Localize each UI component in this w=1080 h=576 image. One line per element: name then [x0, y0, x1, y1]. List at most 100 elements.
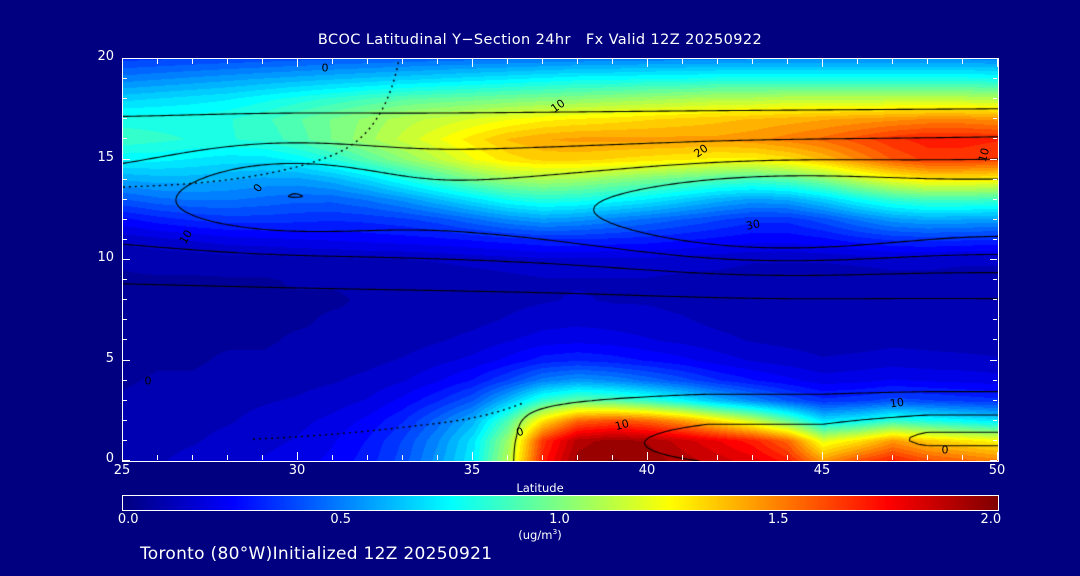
x-minor-tick — [682, 455, 683, 460]
x-minor-tick — [192, 455, 193, 460]
colorbar-unit-exponent: 3 — [552, 527, 558, 536]
y-tick-mark — [990, 359, 997, 361]
colorbar-tick-label: 2.0 — [980, 512, 1002, 527]
y-minor-tick — [993, 118, 997, 120]
y-minor-tick — [123, 319, 127, 321]
y-minor-tick — [993, 279, 997, 281]
figure-caption: Toronto (80°W)Initialized 12Z 20250921 — [140, 544, 493, 564]
x-minor-tick — [437, 455, 438, 460]
x-minor-tick — [892, 59, 893, 64]
x-tick-mark — [472, 59, 473, 67]
y-minor-tick — [993, 218, 997, 220]
x-minor-tick — [682, 59, 683, 64]
x-minor-tick — [507, 455, 508, 460]
y-minor-tick — [993, 78, 997, 80]
x-minor-tick — [857, 455, 858, 460]
y-minor-tick — [993, 178, 997, 180]
colorbar-unit: (ug/m3) — [0, 527, 1080, 542]
x-minor-tick — [402, 455, 403, 460]
x-minor-tick — [262, 455, 263, 460]
y-minor-tick — [123, 98, 127, 100]
x-tick-label: 45 — [813, 463, 831, 478]
colorbar-gradient — [123, 496, 998, 510]
y-tick-label: 5 — [105, 350, 114, 366]
x-minor-tick — [577, 59, 578, 64]
x-minor-tick — [367, 59, 368, 64]
y-minor-tick — [123, 279, 127, 281]
x-tick-mark — [122, 452, 123, 460]
x-minor-tick — [962, 59, 963, 64]
x-minor-tick — [437, 59, 438, 64]
x-tick-mark — [297, 452, 298, 460]
y-minor-tick — [123, 439, 127, 441]
y-minor-tick — [123, 118, 127, 120]
colorbar-tick-label: 0.5 — [330, 512, 352, 527]
y-tick-mark — [123, 58, 130, 59]
x-minor-tick — [367, 455, 368, 460]
y-minor-tick — [123, 299, 127, 301]
y-minor-tick — [123, 379, 127, 381]
x-minor-tick — [752, 59, 753, 64]
x-tick-mark — [647, 59, 648, 67]
y-minor-tick — [123, 138, 127, 140]
colorbar-tick-label: 0.0 — [117, 512, 139, 527]
x-minor-tick — [402, 59, 403, 64]
x-minor-tick — [227, 455, 228, 460]
x-tick-mark — [822, 59, 823, 67]
y-tick-label: 15 — [97, 149, 114, 165]
y-minor-tick — [993, 138, 997, 140]
y-tick-mark — [123, 158, 130, 160]
y-minor-tick — [993, 198, 997, 200]
x-minor-tick — [332, 59, 333, 64]
y-minor-tick — [993, 98, 997, 100]
y-minor-tick — [123, 78, 127, 80]
x-minor-tick — [542, 455, 543, 460]
x-minor-tick — [577, 455, 578, 460]
y-tick-mark — [990, 158, 997, 160]
y-minor-tick — [123, 339, 127, 341]
x-minor-tick — [542, 59, 543, 64]
x-tick-label: 25 — [113, 463, 131, 478]
x-tick-label: 30 — [288, 463, 306, 478]
x-minor-tick — [262, 59, 263, 64]
y-minor-tick — [123, 218, 127, 220]
y-minor-tick — [123, 178, 127, 180]
x-minor-tick — [507, 59, 508, 64]
y-minor-tick — [993, 399, 997, 401]
colorbar — [122, 495, 999, 511]
colorbar-unit-close: ) — [557, 527, 562, 542]
x-minor-tick — [857, 59, 858, 64]
x-minor-tick — [612, 59, 613, 64]
x-minor-tick — [927, 455, 928, 460]
y-tick-mark — [123, 460, 130, 461]
x-tick-label: 50 — [988, 463, 1006, 478]
colorbar-tick-label: 1.0 — [549, 512, 570, 527]
y-tick-label: 0 — [105, 451, 114, 466]
x-tick-mark — [122, 59, 123, 67]
colorbar-unit-base: (ug/m — [518, 527, 553, 542]
x-minor-tick — [612, 455, 613, 460]
y-tick-mark — [990, 460, 997, 461]
x-minor-tick — [332, 455, 333, 460]
y-minor-tick — [993, 419, 997, 421]
plot-area — [122, 58, 999, 462]
x-minor-tick — [787, 455, 788, 460]
x-minor-tick — [892, 455, 893, 460]
x-tick-mark — [997, 452, 998, 460]
y-minor-tick — [993, 299, 997, 301]
y-minor-tick — [993, 439, 997, 441]
y-tick-mark — [123, 359, 130, 361]
x-tick-mark — [297, 59, 298, 67]
x-tick-mark — [472, 452, 473, 460]
x-tick-mark — [647, 452, 648, 460]
y-tick-mark — [990, 259, 997, 260]
x-tick-label: 40 — [638, 463, 656, 478]
x-tick-mark — [997, 59, 998, 67]
x-minor-tick — [752, 455, 753, 460]
x-minor-tick — [927, 59, 928, 64]
x-minor-tick — [227, 59, 228, 64]
x-tick-mark — [822, 452, 823, 460]
y-tick-mark — [123, 259, 130, 260]
x-minor-tick — [192, 59, 193, 64]
y-minor-tick — [123, 198, 127, 200]
